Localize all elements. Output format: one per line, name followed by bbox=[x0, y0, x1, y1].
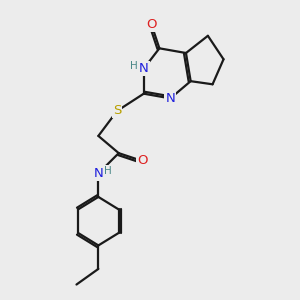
Text: N: N bbox=[166, 92, 175, 105]
Text: O: O bbox=[137, 154, 147, 167]
Text: O: O bbox=[146, 18, 157, 32]
Text: S: S bbox=[113, 104, 121, 117]
Text: H: H bbox=[104, 166, 112, 176]
Text: H: H bbox=[130, 61, 138, 70]
Text: N: N bbox=[139, 62, 148, 75]
Text: N: N bbox=[94, 167, 103, 180]
